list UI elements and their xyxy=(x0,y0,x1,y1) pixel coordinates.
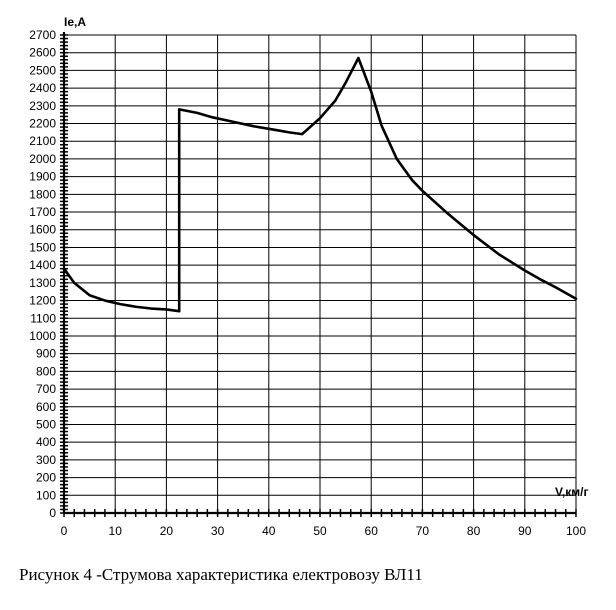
x-tick-label: 80 xyxy=(467,524,481,538)
y-tick-label: 800 xyxy=(36,364,56,378)
x-tick-label: 90 xyxy=(518,524,532,538)
x-tick-label: 20 xyxy=(160,524,174,538)
y-tick-label: 2100 xyxy=(29,134,56,148)
y-tick-label: 200 xyxy=(36,471,56,485)
y-tick-label: 2200 xyxy=(29,117,56,131)
y-tick-label: 1500 xyxy=(29,240,56,254)
y-tick-label: 1200 xyxy=(29,294,56,308)
ticks xyxy=(60,34,577,517)
x-tick-label: 30 xyxy=(211,524,225,538)
y-tick-label: 1300 xyxy=(29,276,56,290)
y-tick-label: 1100 xyxy=(30,311,56,325)
y-tick-label: 400 xyxy=(36,435,56,449)
y-tick-label: 1600 xyxy=(29,223,56,237)
y-tick-label: 500 xyxy=(36,417,56,431)
y-tick-label: 700 xyxy=(36,382,56,396)
tick-labels: 0100200300400500600700800900100011001200… xyxy=(29,28,586,538)
grid xyxy=(63,34,577,514)
y-tick-label: 2000 xyxy=(29,152,56,166)
y-tick-label: 0 xyxy=(49,506,56,520)
y-tick-label: 2700 xyxy=(29,28,56,42)
x-axis-title: V,км/г xyxy=(555,485,588,499)
x-tick-label: 0 xyxy=(61,524,68,538)
x-tick-label: 10 xyxy=(109,524,123,538)
x-tick-label: 40 xyxy=(262,524,276,538)
y-tick-label: 2400 xyxy=(29,81,56,95)
y-tick-label: 300 xyxy=(36,453,56,467)
x-tick-label: 60 xyxy=(365,524,379,538)
x-tick-label: 70 xyxy=(416,524,430,538)
y-axis-title: Ie,A xyxy=(64,15,86,29)
y-tick-label: 2500 xyxy=(29,63,56,77)
y-tick-label: 1900 xyxy=(29,170,56,184)
series-line xyxy=(62,56,578,313)
current-characteristic-chart: 0100200300400500600700800900100011001200… xyxy=(29,15,588,538)
x-tick-label: 50 xyxy=(313,524,327,538)
y-tick-label: 1000 xyxy=(29,329,56,343)
y-tick-label: 100 xyxy=(36,488,56,502)
figure-caption: Рисунок 4 -Струмова характеристика елект… xyxy=(19,565,423,584)
y-tick-label: 600 xyxy=(36,400,56,414)
y-tick-label: 2600 xyxy=(29,46,56,60)
y-tick-label: 1400 xyxy=(29,258,56,272)
y-tick-label: 1700 xyxy=(29,205,56,219)
y-tick-label: 2300 xyxy=(29,99,56,113)
x-tick-label: 100 xyxy=(566,524,586,538)
y-tick-label: 1800 xyxy=(29,187,56,201)
y-tick-label: 900 xyxy=(36,347,56,361)
